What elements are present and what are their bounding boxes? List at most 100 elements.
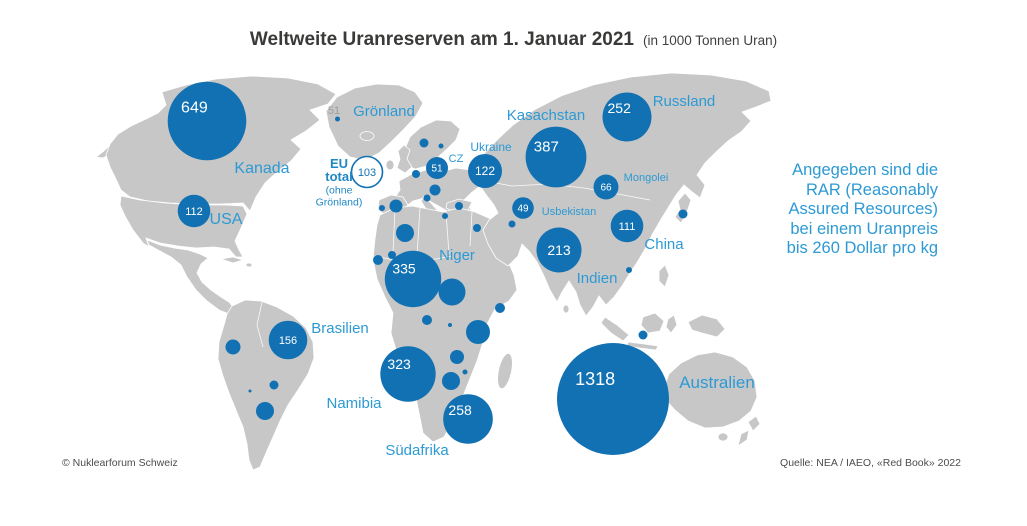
island-cuba [220,256,245,264]
bubble-australien [557,343,669,455]
island-tasmania [717,432,729,442]
minor-deposit-dot [388,251,396,259]
minor-deposit-dot [473,224,481,232]
minor-deposit-dot [450,350,464,364]
island-madagascar [497,352,513,390]
border-line [445,211,450,255]
island-great-britain [396,144,413,174]
island-ireland [385,159,395,171]
minor-deposit-dot [508,220,516,228]
greenland-layer: 51 [328,105,340,122]
bubble-ukraine [468,154,502,188]
bubble-kanada [167,81,247,161]
island-philippines [658,264,670,288]
source-text: Quelle: NEA / IAEO, «Red Book» 2022 [780,457,961,469]
bubble-value-ukraine: 122 [475,164,495,178]
bubble-value-mongolei: 66 [600,183,612,194]
minor-deposit-dot [495,303,505,313]
island-sulawesi [665,314,678,334]
page-subtitle: (in 1000 Tonnen Uran) [642,33,778,48]
minor-deposit-dot [442,213,448,219]
eu-total-label-line: total [325,169,352,184]
minor-deposit-dot [466,320,490,344]
minor-deposit-dot [448,323,452,327]
island-sri-lanka [562,304,570,314]
bubble-value-brasilien: 156 [279,335,297,347]
minor-deposit-dot [455,202,463,210]
annotation-text: Angegeben sind die RAR (Reasonably Assur… [787,161,938,259]
eu-total-label-line: (ohne [326,185,353,197]
country-label-kanada: Kanada [234,160,289,177]
country-label-niger: Niger [439,247,475,264]
island-borneo [640,312,665,334]
border-line [416,207,421,257]
bubble-value-kasachstan: 387 [534,138,559,155]
country-label-cz: CZ [449,153,464,165]
bubble-namibia [380,346,436,402]
minor-deposits-layer [225,138,688,420]
greenland-value: 51 [328,105,340,117]
minor-deposit-dot [438,278,466,306]
minor-deposit-dot [396,224,414,242]
minor-deposit-dot [462,369,468,375]
bubble-china [610,209,644,243]
country-label-namibia: Namibia [326,395,382,412]
annotation-line: bis 260 Dollar pro kg [786,239,938,257]
country-label-mongolei: Mongolei [624,172,669,184]
bubble-s-dafrika [443,394,493,444]
country-label-russland: Russland [653,93,716,110]
minor-deposit-dot [389,199,403,213]
bubbles-layer: 649 112 156 335 323 258 51 122 387 252 66 49 111 213 1… [167,81,669,455]
continent-greenland [325,83,424,161]
bubble-value-niger: 335 [392,261,416,277]
minor-deposit-dot [438,143,444,149]
minor-deposit-dot [248,389,252,393]
border-line [469,211,473,247]
eu-total-label-line: EU [330,156,348,171]
bubble-niger [384,250,442,308]
country-label-usa: USA [210,211,243,228]
annotation-line: Assured Resources) [788,200,938,218]
minor-deposit-dot [638,330,648,340]
greenland-dot [335,116,340,122]
minor-deposit-dot [225,339,241,355]
continent-australia [662,351,758,429]
border-line [256,301,264,348]
minor-deposit-dot [379,205,385,211]
country-label-gr-nland: Grönland [353,103,415,120]
bubble-mongolei [593,174,619,200]
minor-deposit-dot [373,255,383,265]
continent-usa [119,195,248,258]
bubble-value-indien: 213 [547,242,571,258]
minor-deposit-dot [269,380,279,390]
bubble-brasilien [268,320,308,360]
minor-deposit-dot [256,402,274,420]
copyright-text: © Nuklearforum Schweiz [62,457,178,469]
island-hispaniola [245,262,253,268]
bubble-value-russland: 252 [608,100,632,116]
minor-deposit-dot [442,372,460,390]
minor-deposit-dot [678,209,688,219]
country-label-s-dafrika: Südafrika [385,442,449,459]
island-new-zealand-south [737,429,750,447]
border-line [392,208,396,254]
bubble-value-kanada: 649 [181,99,208,116]
bubble-value-usbekistan: 49 [517,204,529,215]
minor-deposit-dot [429,184,441,196]
bubble-value-cz: 51 [431,164,443,175]
annotation-line: bei einem Uranpreis [790,219,938,238]
country-label-kasachstan: Kasachstan [507,107,585,124]
bubble-value-australien: 1318 [575,369,615,389]
country-label-china: China [644,236,684,253]
island-new-zealand-north [747,415,761,432]
minor-deposit-dot [412,170,420,178]
eu-total-value: 103 [358,167,376,179]
island-new-guinea [687,314,726,338]
country-label-ukraine: Ukraine [470,140,512,154]
island-iceland [359,131,375,141]
labels-layer: Kanada USA Brasilien Niger Namibia Südafrika C… [210,93,755,459]
country-borders-layer [256,179,651,348]
